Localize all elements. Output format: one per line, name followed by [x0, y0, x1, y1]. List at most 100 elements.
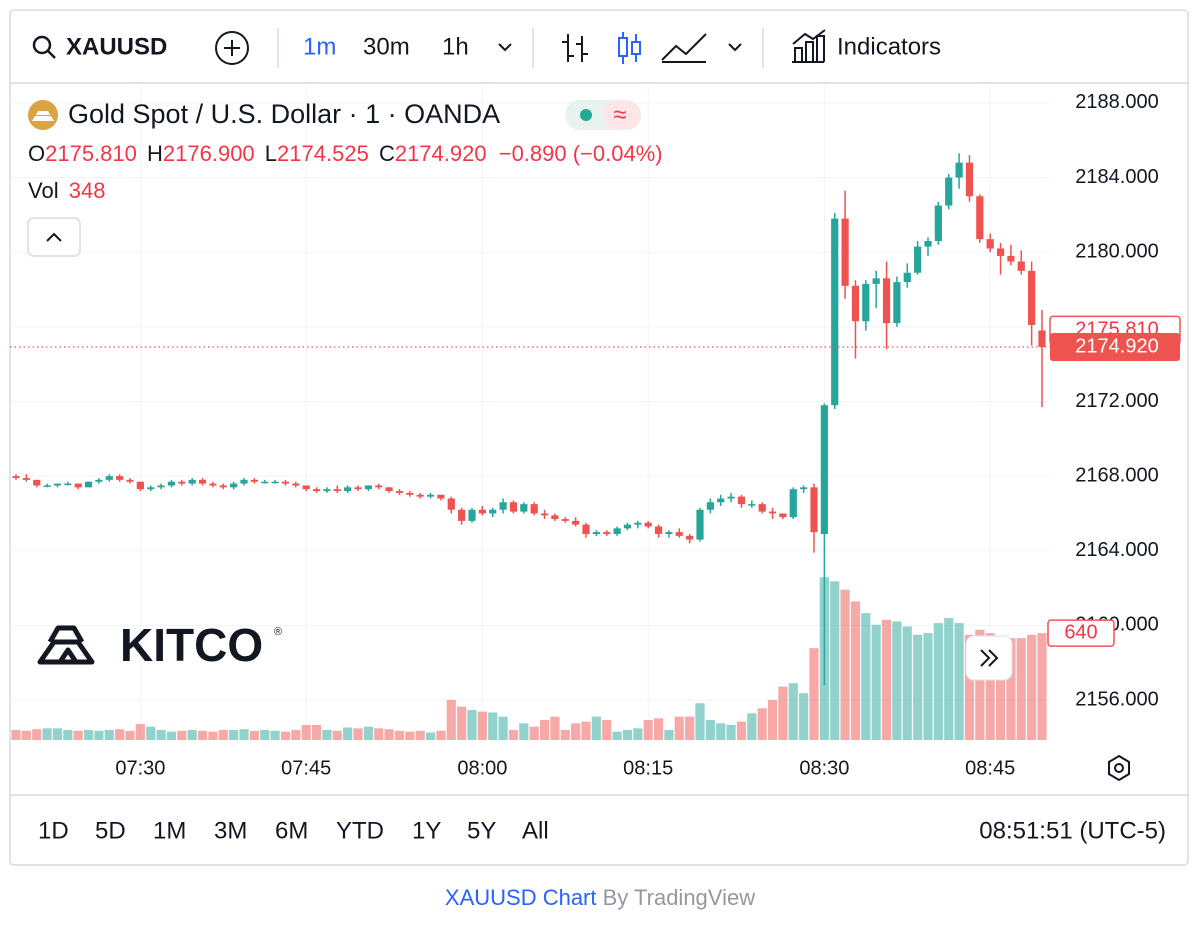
candle-body: [955, 162, 963, 178]
footer-link[interactable]: XAUUSD Chart: [445, 885, 597, 910]
volume-bar: [21, 730, 31, 740]
candle-body: [178, 481, 186, 484]
symbol-search[interactable]: XAUUSD: [32, 33, 167, 60]
candle-body: [976, 196, 984, 240]
candle-body: [489, 509, 497, 514]
volume-bar: [94, 730, 104, 740]
volume-bar: [519, 723, 529, 740]
volume-bar: [488, 712, 498, 740]
interval[interactable]: 1h: [442, 33, 469, 60]
collapse-button[interactable]: [27, 217, 81, 257]
volume-bar: [156, 729, 166, 740]
area-icon[interactable]: [661, 33, 707, 63]
volume-bar: [280, 731, 291, 740]
candle-body: [219, 485, 227, 488]
range-button[interactable]: YTD: [336, 817, 384, 844]
range-button[interactable]: All: [522, 817, 549, 844]
compare-button[interactable]: [215, 31, 249, 65]
volume-bar: [861, 613, 871, 740]
volume-bar: [332, 730, 342, 740]
candle-body: [375, 485, 383, 488]
range-button[interactable]: 5Y: [467, 817, 496, 844]
volume-bar: [260, 729, 270, 740]
scroll-icon: [980, 649, 999, 667]
legend: Gold Spot / U.S. Dollar · 1 · OANDA ≈ O2…: [27, 99, 663, 257]
clock[interactable]: 08:51:51 (UTC-5): [979, 817, 1166, 844]
volume-bar: [63, 729, 73, 740]
candle-body: [43, 485, 51, 487]
ohlc-value: 2174.920: [395, 141, 487, 166]
volume-bar: [311, 724, 322, 740]
range-button[interactable]: 3M: [214, 817, 247, 844]
volume-bar: [902, 626, 912, 740]
symbol[interactable]: XAUUSD: [66, 33, 167, 60]
volume-bar: [674, 716, 684, 740]
candle-body: [447, 498, 455, 510]
volume-bar: [736, 721, 747, 740]
candles-icon[interactable]: [618, 32, 641, 64]
volume-bar: [343, 727, 353, 740]
candle-body: [986, 239, 994, 249]
indicators-icon[interactable]: [792, 29, 826, 63]
candle-body: [74, 483, 82, 488]
candle-body: [136, 481, 144, 490]
candle-body: [758, 504, 766, 512]
candle-body: [157, 485, 165, 488]
volume-bar: [664, 729, 674, 740]
candle-body: [800, 487, 808, 490]
volume-bar: [301, 724, 311, 740]
volume-bar: [944, 618, 954, 740]
candle-body: [872, 278, 880, 284]
candle-body: [965, 162, 974, 197]
volume-marker-label: 640: [1064, 621, 1097, 643]
candle-body: [250, 479, 258, 482]
volume-bar: [42, 728, 52, 740]
volume-bar: [954, 623, 964, 740]
toolbar: XAUUSD 1m 30m 1h Indicators: [32, 28, 941, 68]
watermark-logo: [37, 625, 95, 665]
volume-bar: [115, 729, 125, 740]
chevron[interactable]: [728, 43, 742, 52]
volume-bar: [1027, 634, 1037, 740]
candle-body: [84, 481, 93, 488]
ohlc-value: 2174.525: [277, 141, 369, 166]
status-pill-right: [603, 100, 641, 130]
range-button[interactable]: 1Y: [412, 817, 441, 844]
bars-icon[interactable]: [562, 34, 588, 62]
candle-body: [33, 479, 41, 486]
volume-bar: [716, 723, 726, 740]
range-button[interactable]: 5D: [95, 817, 126, 844]
candle-body: [167, 481, 176, 486]
candle-body: [302, 485, 310, 490]
status-dot: [580, 109, 592, 121]
volume-bar: [477, 711, 487, 740]
candle-body: [768, 511, 777, 514]
volume-bar: [995, 636, 1006, 740]
candle-body: [727, 496, 735, 499]
indicators-button[interactable]: Indicators: [837, 33, 941, 60]
settings-button[interactable]: [1108, 754, 1130, 782]
candle-body: [1028, 270, 1036, 325]
candle-body: [634, 522, 642, 525]
range-button[interactable]: 1M: [153, 817, 186, 844]
range-button[interactable]: 6M: [275, 817, 308, 844]
volume-bar: [881, 619, 892, 740]
footer: XAUUSD Chart By TradingView: [445, 885, 755, 910]
x-tick-label: 07:45: [281, 757, 331, 779]
volume-bar: [1006, 638, 1016, 740]
interval[interactable]: 30m: [363, 33, 410, 60]
candles-icon-body: [618, 37, 628, 57]
collapse-icon: [46, 232, 62, 242]
volume-bar: [104, 729, 114, 740]
chevron[interactable]: [498, 43, 512, 52]
interval[interactable]: 1m: [303, 33, 336, 60]
candle-body: [323, 489, 331, 492]
volume-bar: [249, 730, 259, 740]
candle-body: [240, 479, 248, 484]
volume-bar: [695, 703, 705, 740]
range-button[interactable]: 1D: [38, 817, 69, 844]
candle-body: [831, 218, 839, 406]
watermark: KITCO ®: [37, 619, 282, 671]
volume-value: 348: [69, 178, 106, 203]
volume-legend: Vol 348: [28, 178, 105, 203]
